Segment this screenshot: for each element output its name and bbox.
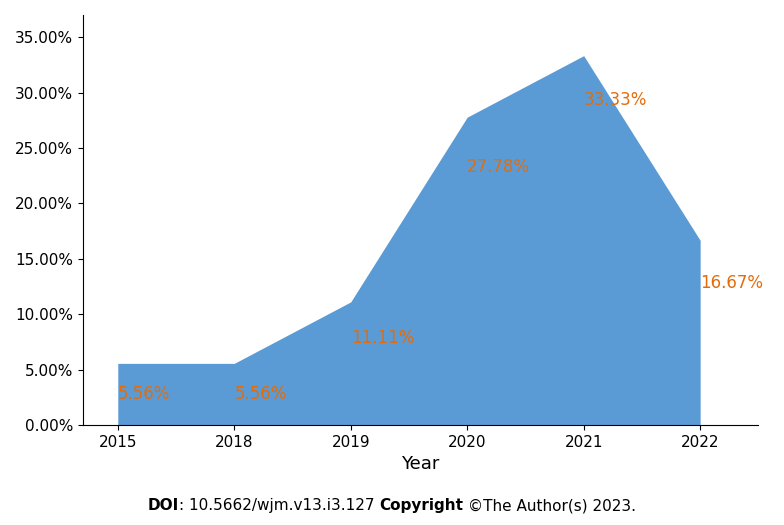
Text: 5.56%: 5.56% bbox=[118, 385, 170, 403]
X-axis label: Year: Year bbox=[401, 455, 440, 473]
Text: 11.11%: 11.11% bbox=[350, 329, 414, 348]
Text: Copyright: Copyright bbox=[379, 498, 463, 513]
Text: 16.67%: 16.67% bbox=[700, 274, 763, 292]
Text: ©The Author(s) 2023.: ©The Author(s) 2023. bbox=[463, 498, 637, 513]
Text: : 10.5662/wjm.v13.i3.127: : 10.5662/wjm.v13.i3.127 bbox=[179, 498, 379, 513]
Text: 5.56%: 5.56% bbox=[234, 385, 287, 403]
Text: 33.33%: 33.33% bbox=[583, 91, 647, 109]
Text: DOI: DOI bbox=[147, 498, 179, 513]
Text: 27.78%: 27.78% bbox=[467, 158, 530, 176]
